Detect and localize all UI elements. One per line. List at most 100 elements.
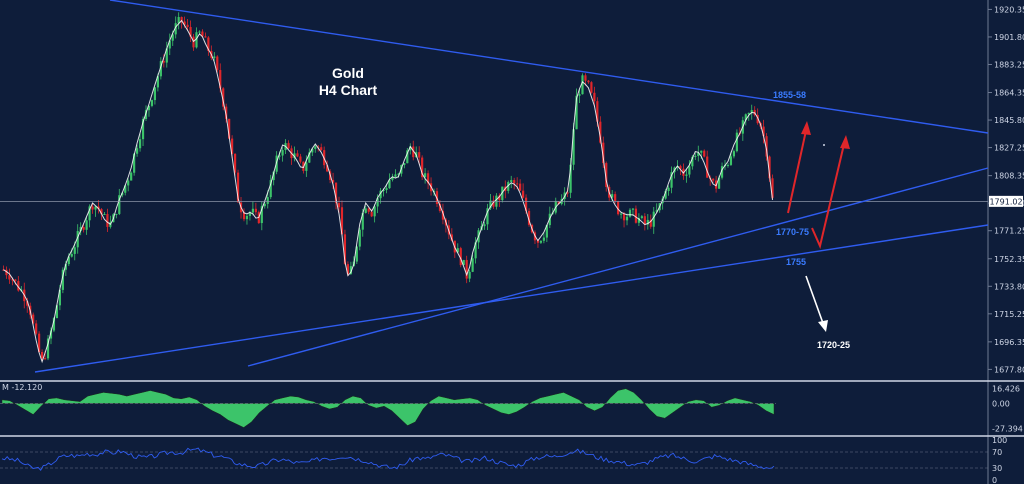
candle-body bbox=[88, 206, 91, 221]
candle-body bbox=[412, 146, 415, 158]
candle-body bbox=[8, 275, 11, 280]
candle-body bbox=[712, 178, 715, 181]
candle-body bbox=[130, 172, 133, 181]
candle-body bbox=[58, 289, 61, 306]
candle-body bbox=[768, 156, 771, 179]
candle-body bbox=[79, 227, 82, 232]
candle-body bbox=[744, 114, 747, 121]
candle-body bbox=[225, 106, 228, 119]
candle-body bbox=[516, 183, 519, 185]
candle-body bbox=[299, 156, 302, 162]
price-tick-label: 1752.35 bbox=[994, 255, 1024, 264]
candle-body bbox=[245, 215, 249, 220]
candle-body bbox=[391, 176, 394, 180]
candle-body bbox=[382, 189, 385, 191]
candle-body bbox=[694, 155, 697, 157]
candle-body bbox=[127, 180, 130, 186]
candle-body bbox=[207, 37, 210, 51]
candle-body bbox=[646, 219, 649, 225]
candle-body bbox=[260, 206, 263, 224]
candle-body bbox=[379, 190, 382, 199]
candle-body bbox=[49, 330, 53, 339]
candle-body bbox=[388, 179, 391, 189]
candle-body bbox=[459, 248, 462, 266]
moving-average-line bbox=[3, 19, 773, 364]
candle-body bbox=[367, 208, 370, 212]
price-tick-label: 1771.25 bbox=[994, 227, 1024, 236]
candle-body bbox=[732, 151, 736, 157]
candle-body bbox=[5, 269, 8, 276]
candle-body bbox=[735, 132, 738, 152]
candle-body bbox=[572, 129, 575, 165]
price-tick-label: 1827.25 bbox=[994, 144, 1024, 153]
candle-body bbox=[337, 203, 341, 208]
candle-body bbox=[55, 305, 59, 319]
candle-body bbox=[542, 237, 545, 241]
candle-body bbox=[424, 173, 427, 178]
macd-tick-label: 16.426 bbox=[992, 384, 1020, 393]
annotation-1770-75: 1770-75 bbox=[776, 227, 809, 237]
dip-then-rally-arrow bbox=[811, 135, 850, 250]
candle-body bbox=[43, 358, 47, 360]
candle-body bbox=[168, 40, 171, 49]
candle-body bbox=[228, 118, 231, 139]
candle-body bbox=[403, 163, 406, 165]
candle-body bbox=[11, 279, 14, 281]
candle-body bbox=[204, 36, 207, 38]
candle-body bbox=[421, 157, 424, 178]
lower-support-trendline bbox=[34, 224, 989, 373]
candle-body bbox=[186, 24, 189, 28]
candle-body bbox=[426, 173, 430, 184]
candle-body bbox=[73, 247, 76, 254]
candle-body bbox=[201, 31, 204, 37]
candle-body bbox=[765, 136, 768, 157]
rsi-tick-label: 30 bbox=[992, 464, 1002, 473]
candle-body bbox=[602, 142, 605, 164]
candle-body bbox=[106, 214, 109, 227]
candle-body bbox=[67, 256, 70, 265]
candle-body bbox=[664, 191, 667, 199]
candle-body bbox=[364, 208, 367, 213]
price-tick-label: 1883.25 bbox=[994, 60, 1024, 69]
candle-body bbox=[159, 61, 162, 77]
candle-body bbox=[625, 216, 629, 221]
candle-body bbox=[376, 198, 379, 207]
candle-body bbox=[397, 173, 400, 175]
candle-body bbox=[198, 31, 201, 33]
candle-body bbox=[26, 301, 29, 306]
candle-body bbox=[305, 162, 308, 171]
candle-body bbox=[311, 148, 314, 153]
rsi-tick-label: 100 bbox=[992, 436, 1007, 445]
price-tick-label: 1733.80 bbox=[994, 282, 1024, 291]
candle-body bbox=[462, 259, 465, 266]
candle-body bbox=[771, 178, 774, 198]
candle-body bbox=[293, 153, 296, 159]
candle-body bbox=[100, 209, 103, 215]
candle-body bbox=[183, 21, 186, 25]
candle-body bbox=[233, 153, 237, 173]
chart-title-line1: Gold bbox=[332, 65, 364, 81]
candle-body bbox=[269, 180, 272, 198]
candle-body bbox=[617, 201, 620, 215]
rsi-axis-ticks: 100 70 30 0 bbox=[992, 436, 1007, 484]
annotation-1755: 1755 bbox=[786, 257, 806, 267]
candle-body bbox=[222, 88, 225, 107]
candle-body bbox=[343, 234, 347, 265]
candle-body bbox=[587, 80, 590, 83]
candle-body bbox=[465, 259, 468, 279]
candle-body bbox=[409, 146, 412, 151]
current-price-box bbox=[989, 195, 1023, 207]
candle-body bbox=[566, 192, 569, 194]
marker-dot bbox=[823, 144, 825, 146]
candle-body bbox=[180, 17, 183, 22]
candle-body bbox=[667, 187, 670, 192]
bearish-arrow bbox=[805, 275, 828, 332]
macd-axis-ticks: 16.426 0.00 -27.394 bbox=[992, 384, 1023, 433]
candle-body bbox=[536, 240, 540, 243]
candle-body bbox=[97, 206, 100, 210]
macd-tick-label: 0.00 bbox=[992, 399, 1010, 408]
candle-body bbox=[611, 194, 614, 198]
candle-body bbox=[539, 240, 543, 243]
candle-body bbox=[593, 92, 596, 102]
candle-body bbox=[76, 231, 79, 248]
